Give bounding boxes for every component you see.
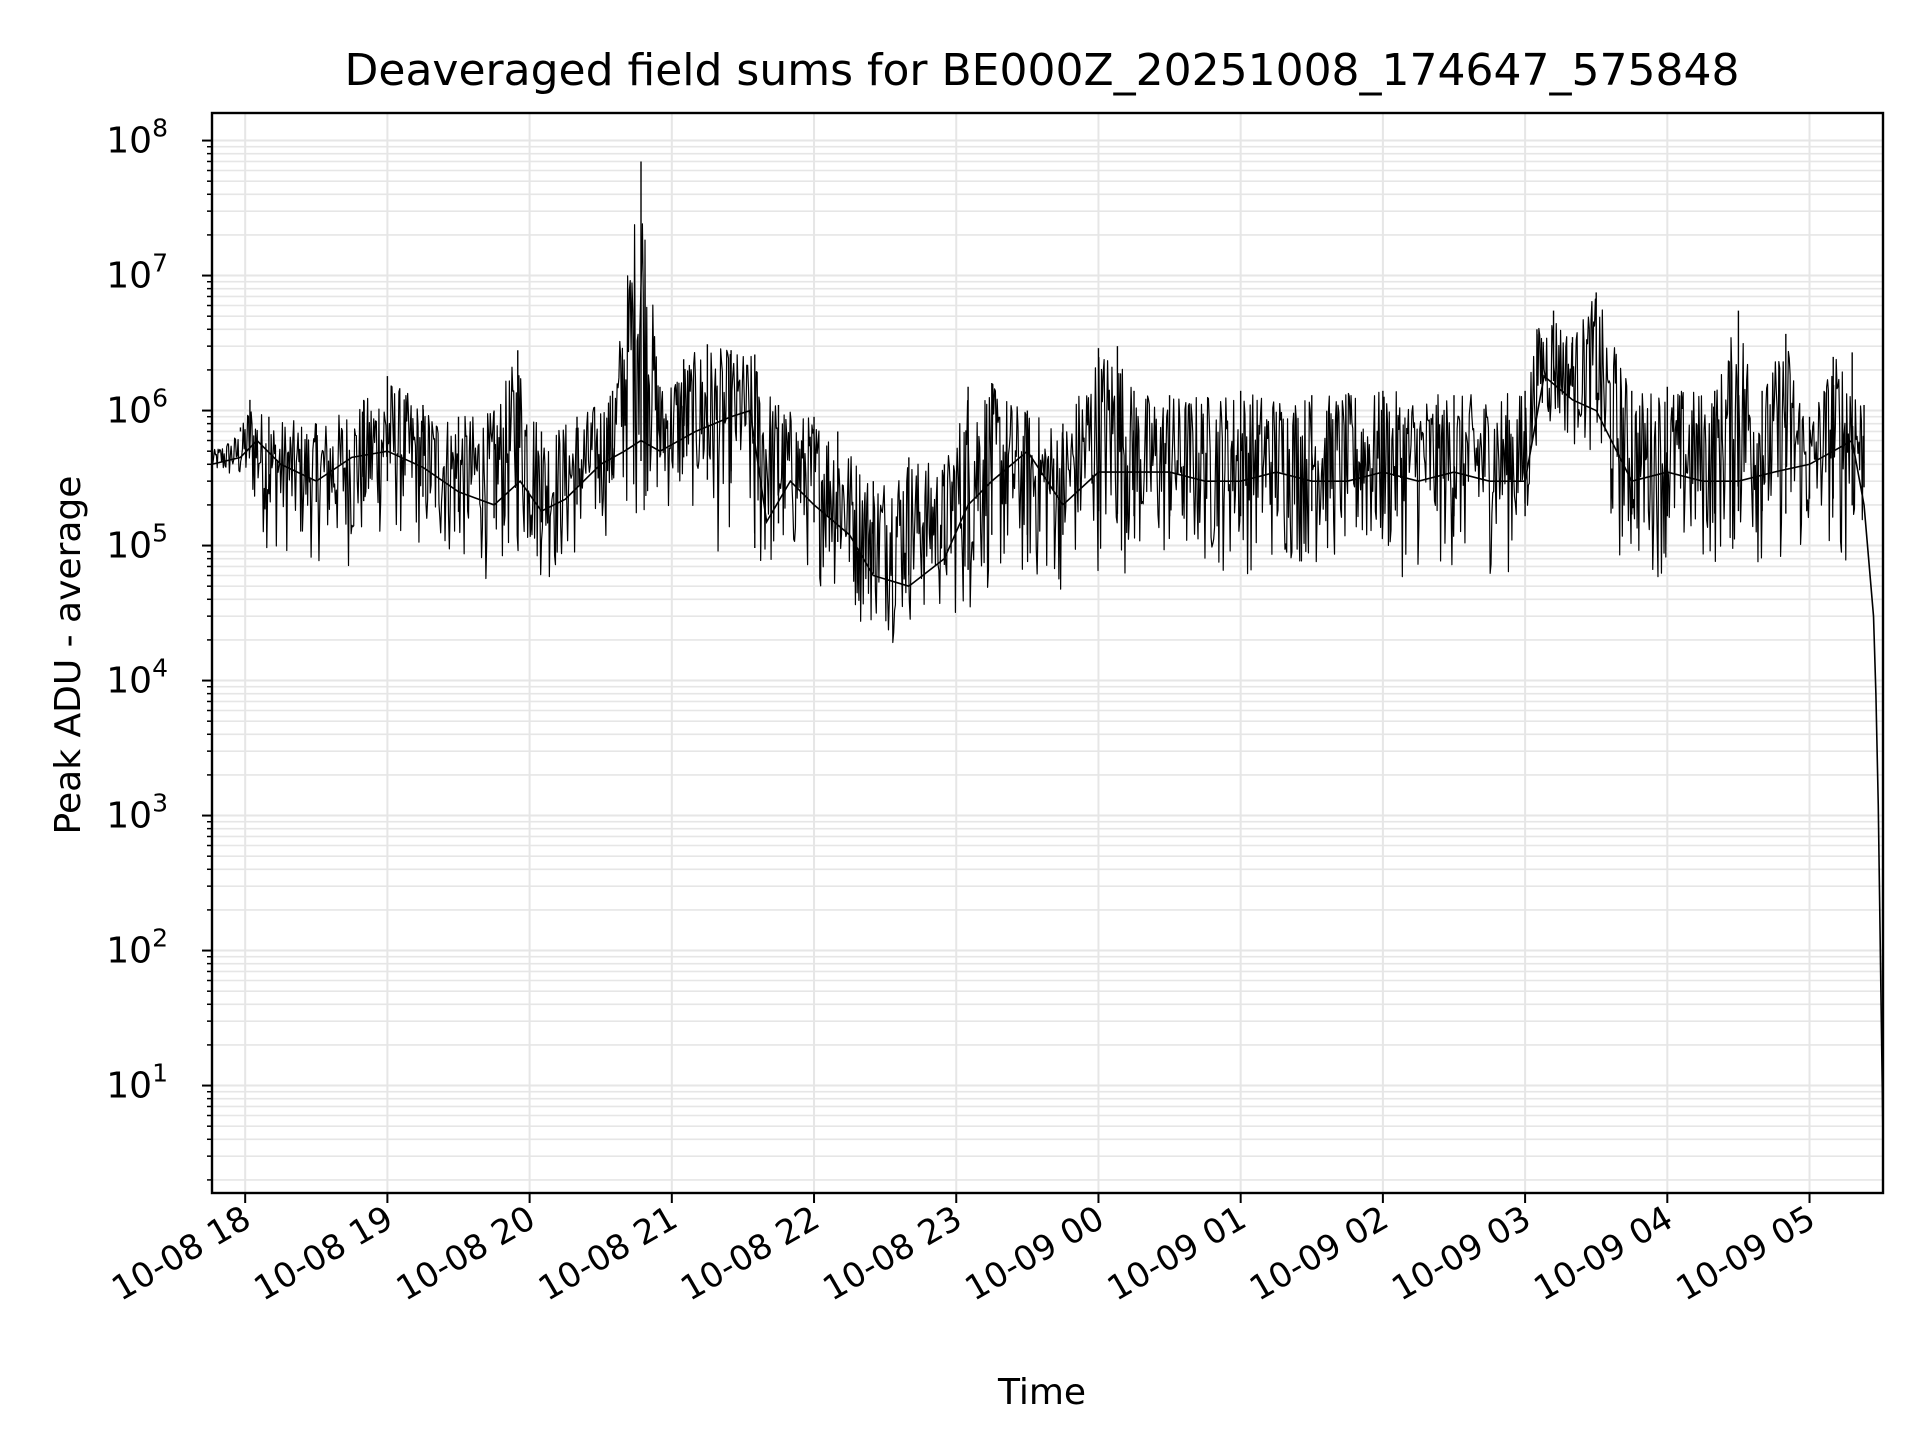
y-tick-label: 103 — [106, 789, 168, 837]
y-tick-label: 106 — [106, 384, 168, 432]
series-noise-trace — [211, 223, 1865, 644]
series-line — [211, 374, 1884, 1140]
y-axis-label: Peak ADU - average — [48, 476, 89, 835]
axes-layer — [207, 111, 1885, 1195]
series-layer — [211, 161, 1884, 1140]
y-tick-label: 104 — [106, 654, 168, 702]
chart-title: Deaveraged field sums for BE000Z_2025100… — [345, 45, 1740, 96]
grid-layer — [212, 113, 1883, 1193]
y-tick-label: 101 — [106, 1059, 168, 1107]
y-tick-label: 105 — [106, 519, 168, 567]
y-tick-label: 107 — [106, 249, 168, 297]
y-tick-layer: 101 102 103 104 105 106 107 108 — [106, 114, 212, 1107]
y-tick-label: 102 — [106, 924, 168, 972]
x-axis-label: Time — [997, 1372, 1086, 1413]
y-tick-label: 108 — [106, 114, 168, 162]
plot-frame — [210, 111, 1885, 1195]
